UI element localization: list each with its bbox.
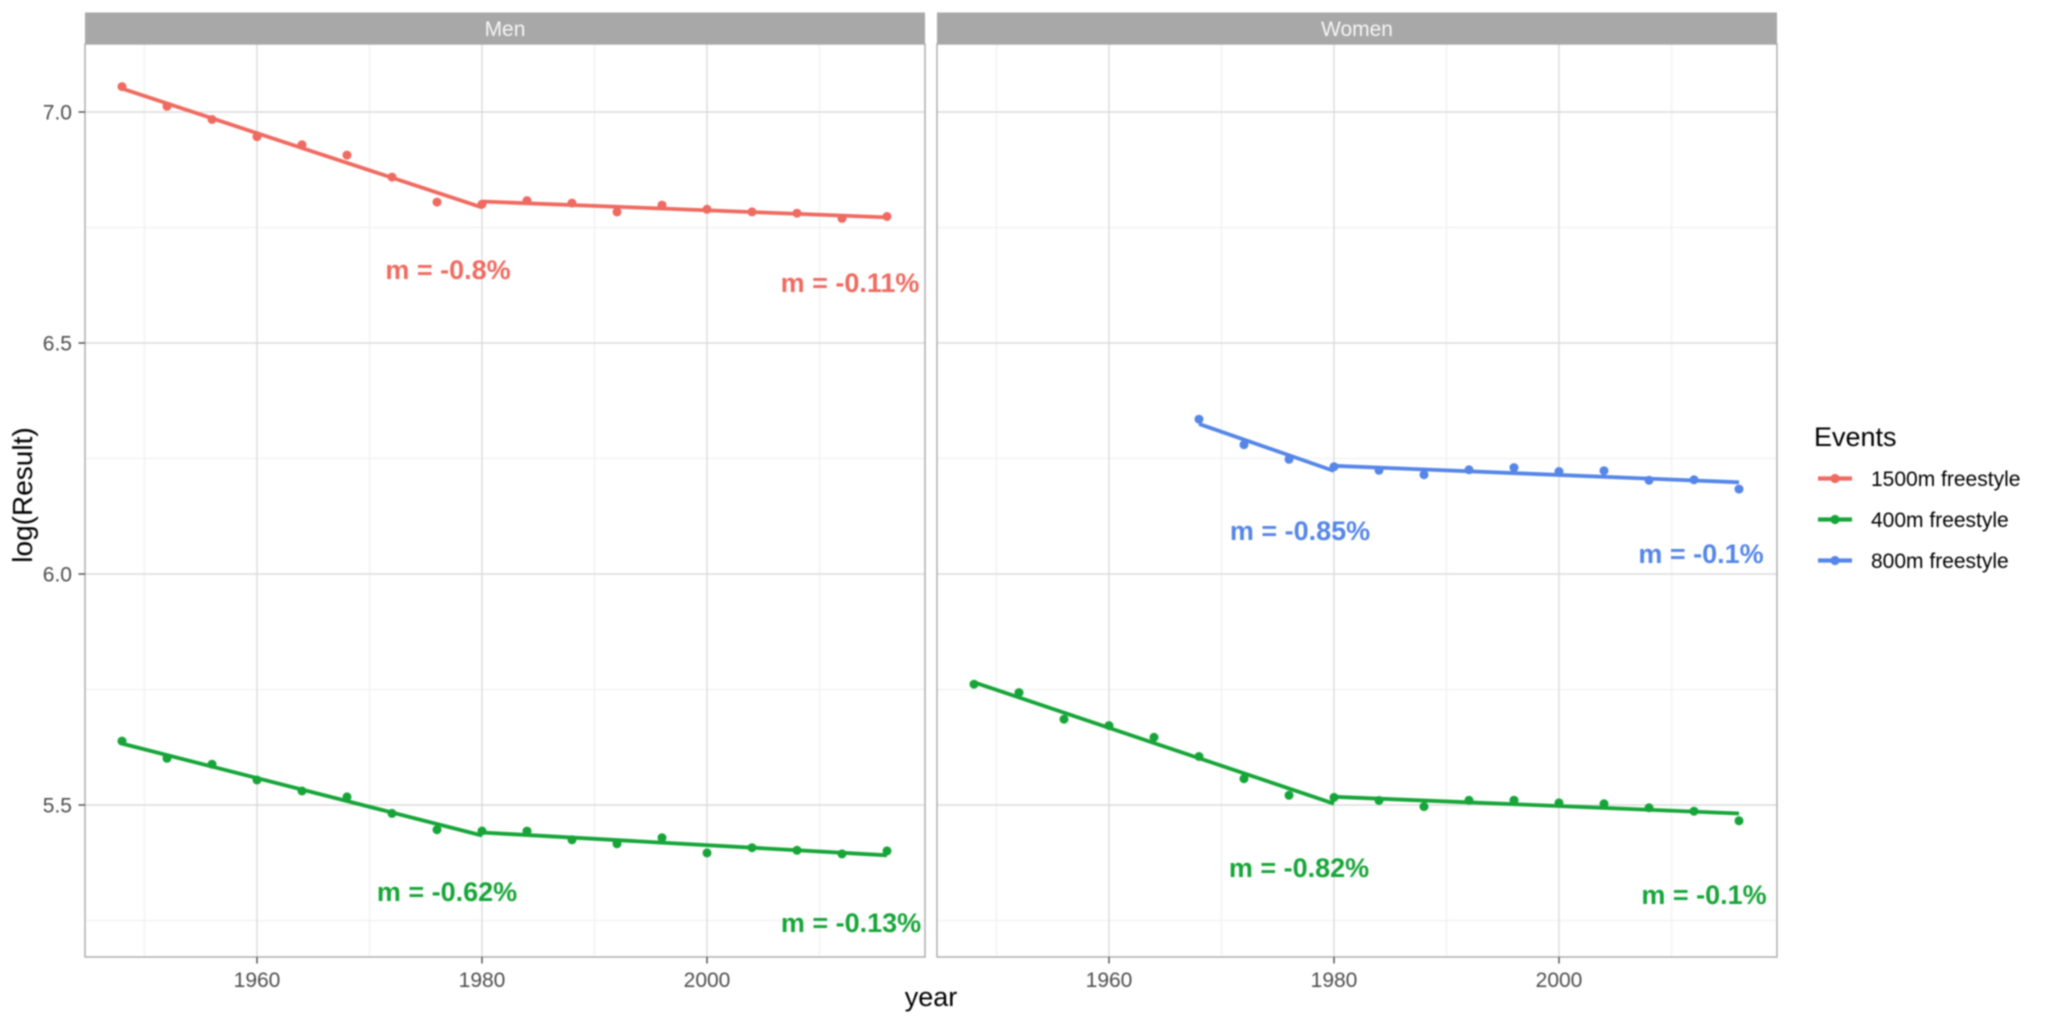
svg-text:m = -0.8%: m = -0.8%	[385, 255, 510, 285]
svg-text:m = -0.62%: m = -0.62%	[377, 877, 517, 907]
svg-text:m = -0.11%: m = -0.11%	[781, 268, 920, 298]
svg-text:Events: Events	[1814, 422, 1897, 452]
svg-text:m = -0.1%: m = -0.1%	[1641, 880, 1766, 910]
svg-text:1960: 1960	[234, 969, 281, 992]
svg-text:m = -0.1%: m = -0.1%	[1638, 539, 1763, 569]
svg-text:log(Result): log(Result)	[7, 427, 38, 562]
svg-text:1980: 1980	[1311, 969, 1358, 992]
svg-text:Women: Women	[1321, 18, 1393, 41]
svg-text:1980: 1980	[459, 969, 506, 992]
svg-text:m = -0.85%: m = -0.85%	[1230, 516, 1370, 546]
svg-text:6.5: 6.5	[43, 333, 72, 356]
svg-text:7.0: 7.0	[43, 102, 72, 125]
svg-text:2000: 2000	[684, 969, 731, 992]
svg-text:800m freestyle: 800m freestyle	[1871, 550, 2009, 573]
svg-text:1500m freestyle: 1500m freestyle	[1871, 468, 2020, 491]
svg-text:m = -0.13%: m = -0.13%	[781, 908, 921, 938]
svg-text:year: year	[905, 982, 958, 1012]
svg-text:1960: 1960	[1086, 969, 1133, 992]
svg-text:2000: 2000	[1536, 969, 1583, 992]
svg-text:6.0: 6.0	[43, 564, 72, 587]
svg-text:Men: Men	[485, 18, 526, 41]
svg-text:400m freestyle: 400m freestyle	[1871, 509, 2009, 532]
svg-text:m = -0.82%: m = -0.82%	[1229, 853, 1369, 883]
svg-text:5.5: 5.5	[43, 795, 72, 818]
